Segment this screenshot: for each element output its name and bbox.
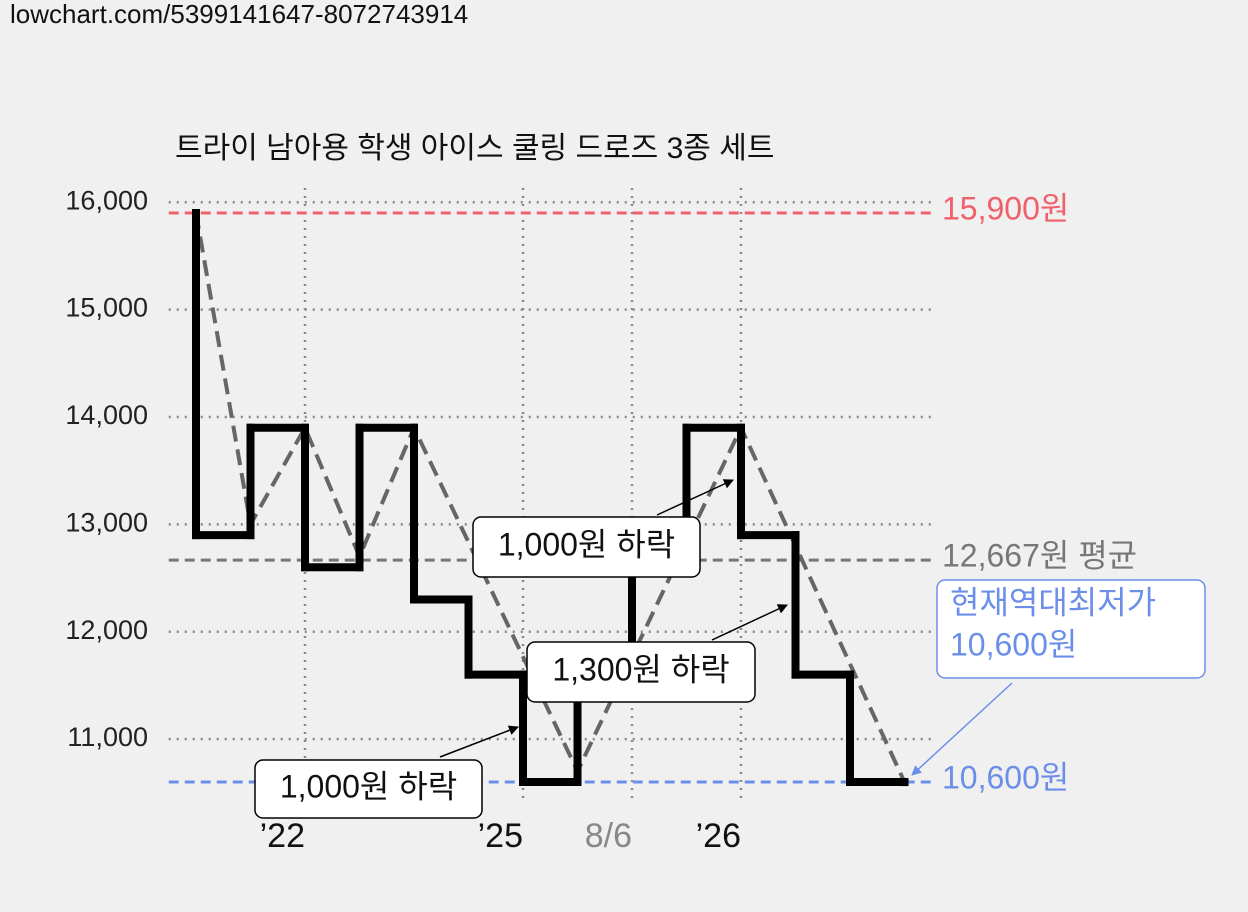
annotation-arrow [656,479,734,516]
x-tick-label: ’22 [260,817,305,855]
annotation-arrow [439,725,519,758]
y-tick-label: 16,000 [65,185,148,215]
annotation-box [472,516,701,578]
annotation-text: 1,000원 하락 [280,768,457,804]
y-tick-label: 15,000 [65,293,148,323]
reference-label: 10,600원 [942,760,1069,796]
annotation-box [526,641,756,703]
y-tick-label: 14,000 [65,400,148,430]
x-tick-label: 8/6 [585,817,632,855]
y-tick-label: 13,000 [65,507,148,537]
annotation-text: 1,300원 하락 [552,651,729,687]
lowest-text: 현재역대최저가 [950,584,1156,620]
y-tick-label: 11,000 [67,722,148,752]
reference-label: 12,667원 평균 [942,538,1137,574]
source-url: lowchart.com/5399141647-8072743914 [10,0,468,29]
lowest-box [936,579,1206,679]
lowest-arrow [911,682,1013,776]
annotation-text: 1,000원 하락 [498,526,675,562]
x-tick-label: ’25 [478,817,523,855]
annotation-arrow [711,604,788,641]
lowest-text: 10,600원 [950,626,1077,662]
x-tick-label: ’26 [696,817,741,855]
y-tick-label: 12,000 [65,615,148,645]
annotation-box [254,759,483,819]
reference-label: 15,900원 [942,190,1069,226]
trend-line [194,212,907,783]
chart-title: 트라이 남아용 학생 아이스 쿨링 드로즈 3종 세트 [175,132,774,165]
